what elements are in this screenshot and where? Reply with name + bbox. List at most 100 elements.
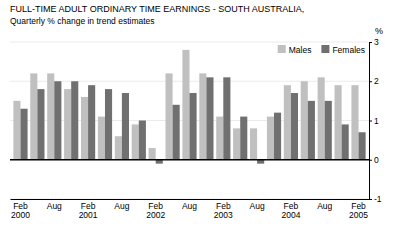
baseline — [10, 159, 369, 160]
legend-item: Females — [321, 45, 365, 55]
bar — [71, 81, 78, 160]
bar — [132, 124, 139, 159]
bar — [190, 93, 197, 160]
x-tick: Feb2000 — [11, 199, 30, 220]
bar — [88, 85, 95, 160]
bar — [342, 124, 349, 159]
legend-label: Males — [289, 45, 312, 55]
bar — [47, 73, 54, 159]
x-tick: Feb2005 — [349, 199, 368, 220]
x-tick: Aug — [114, 199, 129, 211]
x-tick: Feb2004 — [281, 199, 300, 220]
bar — [165, 73, 172, 159]
bar — [37, 89, 44, 160]
legend-label: Females — [332, 45, 365, 55]
legend-swatch — [278, 45, 286, 53]
x-tick-label: Aug — [250, 201, 265, 211]
y-tick: -1 — [369, 194, 382, 204]
x-tick: Feb2003 — [214, 199, 233, 220]
bar — [308, 101, 315, 160]
y-tick-label: 3 — [374, 37, 379, 47]
bar — [199, 73, 206, 159]
x-tick-label: Feb2000 — [11, 201, 30, 220]
bar — [182, 50, 189, 160]
y-tick-label: 2 — [374, 76, 379, 86]
x-tick: Aug — [317, 199, 332, 211]
y-tick-mark — [369, 81, 372, 82]
x-tick-label: Feb2004 — [281, 201, 300, 220]
bar — [318, 77, 325, 159]
plot: Feb2000 Aug Feb2001 Aug Feb2002 Aug Feb2003 Aug… — [10, 37, 382, 220]
x-tick-label: Feb2002 — [146, 201, 165, 220]
bar — [98, 117, 105, 160]
y-tick: 0 — [369, 155, 379, 165]
y-tick-mark — [369, 160, 372, 161]
x-axis: Feb2000 Aug Feb2001 Aug Feb2002 Aug Feb2003 Aug… — [11, 199, 370, 220]
y-tick-mark — [369, 199, 372, 200]
x-tick-label: Aug — [317, 201, 332, 211]
bar — [325, 101, 332, 160]
x-tick-label: Feb2005 — [349, 201, 368, 220]
bar — [250, 128, 257, 159]
grid — [10, 42, 369, 199]
bar — [30, 73, 37, 159]
x-tick-label: Aug — [114, 201, 129, 211]
legend: Males Females — [278, 45, 365, 55]
bar — [149, 148, 156, 160]
grid-line — [10, 159, 369, 160]
bar — [233, 128, 240, 159]
y-tick-mark — [369, 42, 372, 43]
y-tick-label: 0 — [374, 155, 379, 165]
bar — [274, 113, 281, 160]
bar — [64, 89, 71, 160]
chart: FULL-TIME ADULT ORDINARY TIME EARNINGS -… — [0, 0, 397, 227]
x-axis-line — [11, 199, 370, 200]
bar — [13, 101, 20, 160]
bar — [301, 81, 308, 160]
legend-item: Males — [278, 45, 312, 55]
series — [13, 50, 358, 160]
bar — [223, 77, 230, 159]
y-tick-mark — [369, 121, 372, 122]
x-tick-label: Aug — [47, 201, 62, 211]
y-tick-label: -1 — [374, 194, 382, 204]
x-tick: Feb2001 — [79, 199, 98, 220]
x-tick-label: Aug — [182, 201, 197, 211]
x-tick: Feb2002 — [146, 199, 165, 220]
bar — [359, 132, 366, 159]
bar — [20, 109, 27, 160]
y-tick: 3 — [369, 37, 379, 47]
y-axis-line — [370, 43, 373, 200]
series — [20, 77, 365, 163]
y-tick: 1 — [369, 116, 379, 126]
bar — [240, 117, 247, 160]
legend-swatch — [321, 45, 329, 53]
x-tick: Aug — [47, 199, 62, 211]
bar — [139, 121, 146, 160]
bar — [267, 117, 274, 160]
x-tick: Aug — [250, 199, 265, 211]
grid-line — [10, 42, 369, 43]
bar — [335, 85, 342, 160]
x-tick: Aug — [182, 199, 197, 211]
bar — [81, 97, 88, 160]
title: FULL-TIME ADULT ORDINARY TIME EARNINGS -… — [10, 4, 304, 14]
bars — [13, 50, 365, 164]
y-axis: -1 0 1 2 3 — [369, 37, 382, 204]
bar — [216, 117, 223, 160]
y-axis-title: % — [375, 26, 383, 36]
subtitle: Quarterly % change in trend estimates — [10, 16, 155, 26]
bar — [291, 93, 298, 160]
bar — [351, 85, 358, 160]
x-tick-label: Feb2001 — [79, 201, 98, 220]
bar — [105, 89, 112, 160]
bar — [54, 81, 61, 160]
bar — [284, 85, 291, 160]
y-tick-label: 1 — [374, 116, 379, 126]
grid-line — [10, 199, 369, 200]
bar — [206, 77, 213, 159]
bar — [173, 105, 180, 160]
y-tick: 2 — [369, 76, 379, 86]
x-tick-label: Feb2003 — [214, 201, 233, 220]
bar — [122, 93, 129, 160]
